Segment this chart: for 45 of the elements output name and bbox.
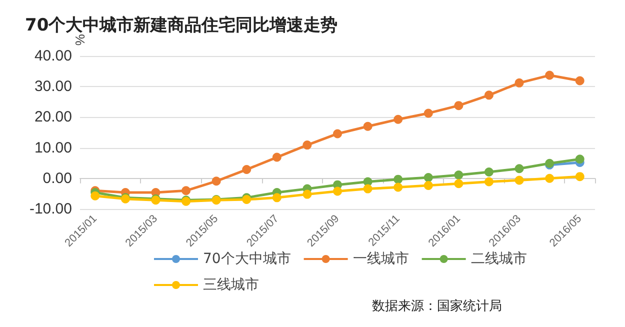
legend-label: 一线城市 [352, 251, 409, 267]
point [575, 76, 584, 86]
point [424, 180, 433, 190]
point [514, 164, 524, 174]
point [242, 165, 252, 174]
point [212, 176, 221, 186]
point [90, 191, 100, 200]
y-tick-label: -10.00 [29, 200, 72, 218]
point [514, 78, 524, 88]
point [424, 172, 433, 182]
point [394, 114, 403, 124]
legend-label: 70个大中城市 [203, 251, 291, 267]
y-tick-label: 40.00 [34, 48, 72, 64]
y-tick-label: 30.00 [34, 78, 72, 96]
y-tick-label: 0.00 [42, 170, 72, 187]
point [363, 184, 372, 194]
point [484, 177, 494, 186]
point [545, 174, 554, 183]
point [454, 179, 464, 188]
y-tick-label: 20.00 [34, 108, 72, 126]
point [575, 154, 584, 164]
point [545, 70, 554, 80]
point [424, 108, 433, 118]
point [182, 186, 191, 196]
y-axis-title: % [72, 34, 88, 46]
point [333, 186, 342, 196]
chart-title: 70个大中城市新建商品住宅同比增速走势 [25, 16, 338, 36]
point [454, 170, 464, 180]
legend-label: 三线城市 [203, 277, 259, 293]
point [302, 190, 312, 199]
point [394, 174, 403, 184]
point [302, 140, 312, 150]
legend-label: 二线城市 [470, 251, 527, 267]
source-note: 数据来源：国家统计局 [372, 298, 502, 314]
y-tick-label: 10.00 [34, 139, 72, 156]
point [394, 182, 403, 192]
point [272, 152, 282, 162]
point [454, 101, 464, 110]
point [333, 129, 342, 138]
point [272, 193, 282, 202]
point [363, 122, 372, 131]
point [575, 172, 584, 182]
point [484, 167, 494, 176]
point [484, 90, 494, 100]
point [514, 176, 524, 185]
